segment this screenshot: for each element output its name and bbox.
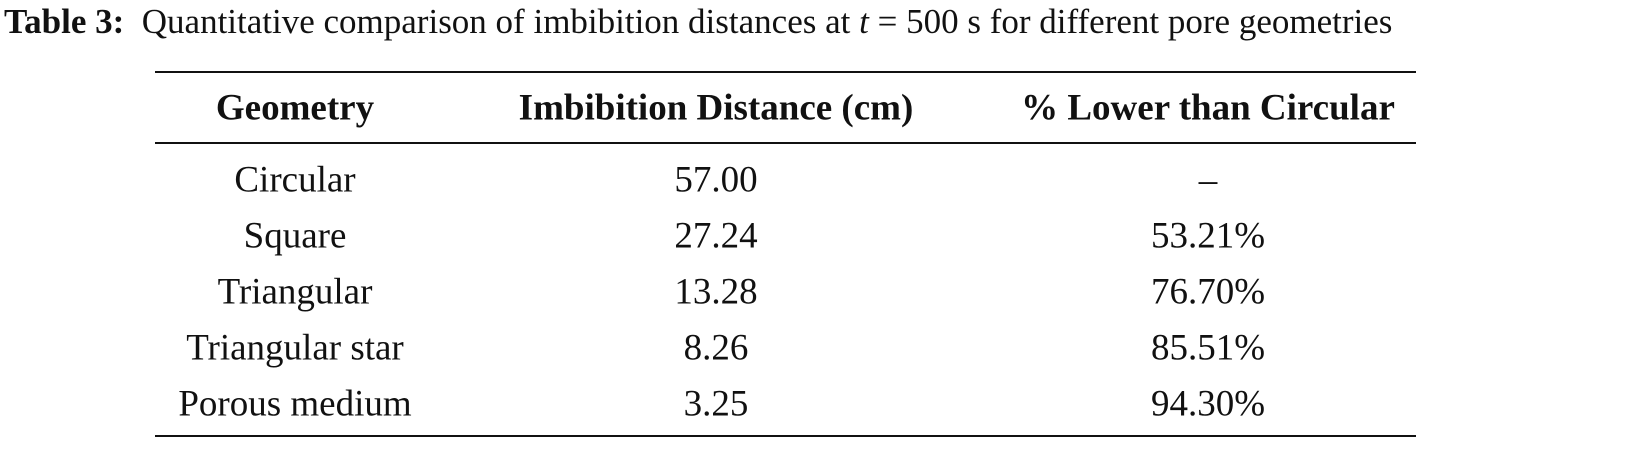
caption: Table 3: Quantitative comparison of imbi… <box>4 2 1392 42</box>
top-rule <box>155 71 1416 73</box>
table-cell-text: 8.26 <box>683 327 749 369</box>
caption-variable: t <box>859 2 869 41</box>
caption-label: Table 3: <box>4 2 125 41</box>
caption-text: = 500 s for different pore geometries <box>868 2 1393 41</box>
table-cell-text: Circular <box>234 159 356 201</box>
table-cell-text: 85.51% <box>1150 327 1266 369</box>
header-cell-text: Imbibition Distance (cm) <box>518 87 914 129</box>
table-cell-text: – <box>1198 159 1218 201</box>
table-cell-text: Triangular <box>217 271 373 313</box>
table-cell-text: 27.24 <box>674 215 758 257</box>
table-cell-text: 13.28 <box>674 271 758 313</box>
table-cell-text: 57.00 <box>674 159 758 201</box>
table-cell-text: Square <box>243 215 347 257</box>
mid-rule <box>155 142 1416 144</box>
table-cell-text: Triangular star <box>186 327 404 369</box>
table-cell-text: 53.21% <box>1150 215 1266 257</box>
header-cell-text: Geometry <box>215 87 375 129</box>
table-cell-text: 76.70% <box>1150 271 1266 313</box>
table-cell-text: Porous medium <box>178 383 412 425</box>
table-cell-text: 3.25 <box>683 383 749 425</box>
bottom-rule <box>155 435 1416 437</box>
table-cell-text: 94.30% <box>1150 383 1266 425</box>
header-cell-text: % Lower than Circular <box>1021 87 1395 129</box>
caption-text: Quantitative comparison of imbibition di… <box>141 2 860 41</box>
